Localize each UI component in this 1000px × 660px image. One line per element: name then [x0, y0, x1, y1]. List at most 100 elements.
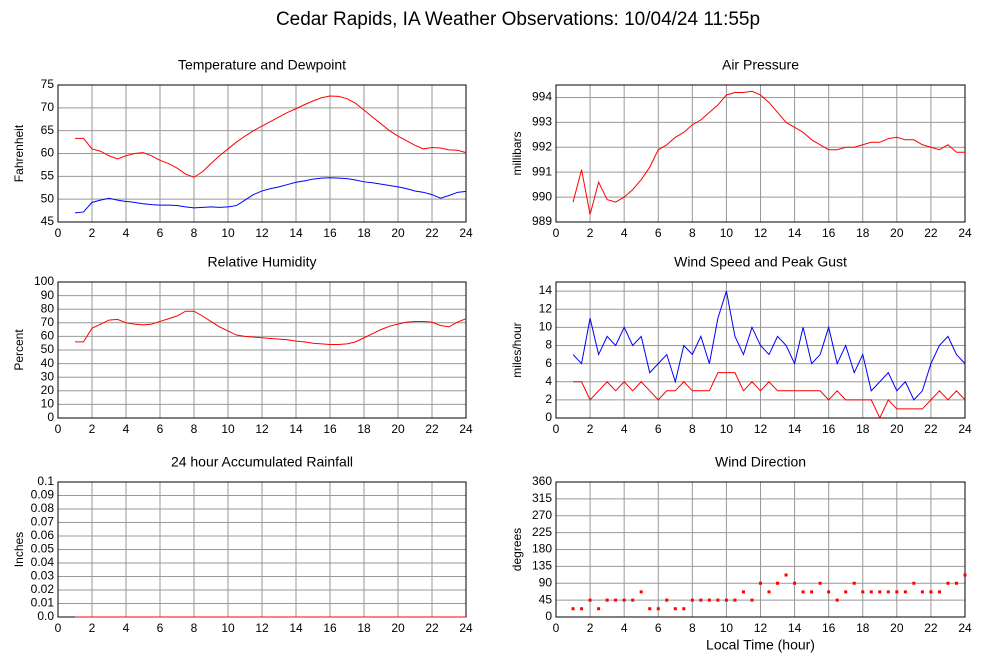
data-point	[776, 581, 780, 585]
plot-frame	[57, 281, 467, 419]
y-tick-label: 994	[532, 90, 552, 104]
data-point	[920, 590, 924, 594]
y-tick-label: 20	[41, 383, 55, 397]
x-tick-label: 18	[357, 226, 371, 240]
x-tick-label: 2	[89, 621, 96, 635]
y-tick-label: 70	[41, 315, 55, 329]
x-tick-label: 8	[191, 226, 198, 240]
data-point	[818, 581, 822, 585]
x-tick-label: 20	[391, 226, 405, 240]
data-point	[622, 598, 626, 602]
data-point	[605, 598, 609, 602]
y-tick-label: 90	[539, 575, 553, 589]
y-tick-label: 0.01	[31, 596, 55, 610]
data-point	[767, 590, 771, 594]
y-tick-label: 50	[41, 342, 55, 356]
y-tick-label: 65	[41, 123, 55, 137]
data-point	[861, 590, 865, 594]
y-tick-label: 0.02	[31, 582, 55, 596]
y-tick-label: 4	[545, 374, 552, 388]
x-tick-label: 16	[822, 621, 836, 635]
x-tick-label: 6	[157, 226, 164, 240]
x-tick-label: 18	[856, 226, 870, 240]
x-tick-label: 20	[890, 621, 904, 635]
chart-title: Wind Direction	[715, 454, 806, 470]
data-point	[665, 598, 669, 602]
x-tick-label: 8	[689, 621, 696, 635]
plot-frame	[555, 481, 966, 618]
data-line	[75, 310, 467, 346]
plot-frame	[57, 84, 467, 223]
y-tick-label: 270	[532, 508, 552, 522]
x-tick-label: 10	[720, 422, 734, 436]
y-tick-label: 0.04	[31, 555, 55, 569]
plot-frame	[555, 84, 966, 223]
x-tick-label: 10	[221, 621, 235, 635]
x-tick-label: 14	[788, 621, 802, 635]
data-point	[699, 598, 703, 602]
y-axis-label: degrees	[510, 528, 524, 571]
x-tick-label: 24	[459, 422, 473, 436]
y-tick-label: 40	[41, 356, 55, 370]
y-tick-label: 60	[41, 146, 55, 160]
y-tick-label: 80	[41, 301, 55, 315]
data-point	[639, 590, 643, 594]
x-tick-label: 14	[788, 422, 802, 436]
x-tick-label: 4	[123, 422, 130, 436]
y-tick-label: 0.1	[37, 474, 54, 488]
y-tick-label: 45	[539, 592, 553, 606]
y-tick-label: 180	[532, 542, 552, 556]
x-tick-label: 10	[221, 226, 235, 240]
x-tick-label: 24	[958, 422, 972, 436]
data-point	[597, 607, 601, 611]
y-tick-label: 45	[41, 214, 55, 228]
y-tick-label: 2	[545, 392, 552, 406]
data-line	[572, 90, 965, 215]
data-point	[963, 573, 967, 577]
data-point	[793, 581, 797, 585]
y-tick-label: 989	[532, 214, 552, 228]
y-tick-label: 992	[532, 139, 552, 153]
x-tick-label: 0	[553, 422, 560, 436]
y-tick-label: 10	[41, 397, 55, 411]
y-tick-label: 0.03	[31, 569, 55, 583]
x-tick-label: 8	[191, 621, 198, 635]
y-tick-label: 50	[41, 191, 55, 205]
data-point	[631, 598, 635, 602]
x-tick-label: 4	[123, 621, 130, 635]
x-tick-label: 22	[425, 226, 439, 240]
y-tick-label: 0.07	[31, 515, 55, 529]
x-tick-label: 0	[55, 422, 62, 436]
x-tick-label: 6	[655, 422, 662, 436]
chart-title: Temperature and Dewpoint	[178, 57, 346, 73]
data-point	[844, 590, 848, 594]
x-tick-label: 0	[55, 621, 62, 635]
x-tick-label: 20	[890, 226, 904, 240]
x-tick-label: 24	[459, 621, 473, 635]
chart-title: 24 hour Accumulated Rainfall	[171, 454, 353, 470]
chart-title: Relative Humidity	[208, 254, 317, 270]
data-point	[690, 598, 694, 602]
x-tick-label: 18	[357, 621, 371, 635]
data-point	[903, 590, 907, 594]
x-tick-label: 12	[255, 226, 269, 240]
x-tick-label: 2	[89, 422, 96, 436]
page-title: Cedar Rapids, IA Weather Observations: 1…	[276, 9, 760, 30]
data-point	[724, 598, 728, 602]
y-tick-label: 70	[41, 100, 55, 114]
x-tick-label: 8	[191, 422, 198, 436]
data-point	[656, 607, 660, 611]
data-line	[573, 372, 966, 420]
data-point	[784, 573, 788, 577]
x-tick-label: 6	[157, 621, 164, 635]
x-tick-label: 24	[459, 226, 473, 240]
y-tick-label: 990	[532, 189, 552, 203]
x-tick-label: 6	[655, 226, 662, 240]
data-line	[572, 290, 966, 401]
y-tick-label: 993	[532, 115, 552, 129]
y-tick-label: 55	[41, 169, 55, 183]
data-point	[673, 607, 677, 611]
x-tick-label: 22	[924, 226, 938, 240]
chart-title: Air Pressure	[722, 57, 799, 73]
